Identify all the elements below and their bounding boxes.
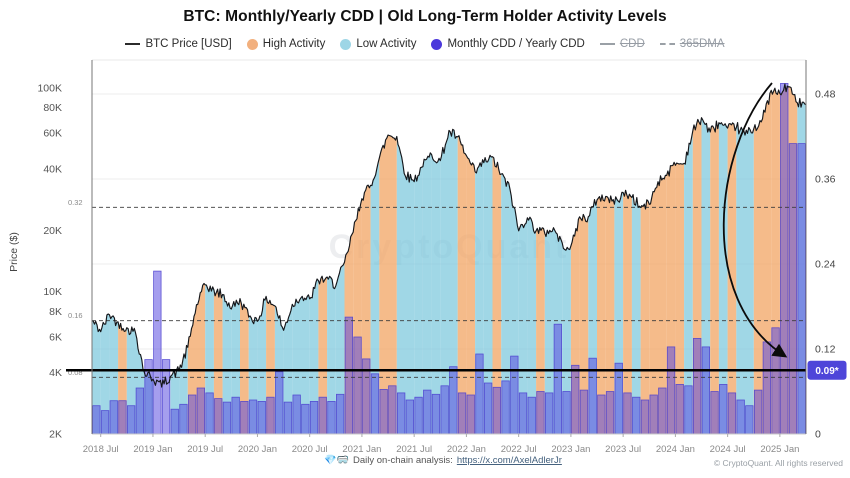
date-tick-label: 2024 Jul — [710, 444, 746, 455]
analysis-link[interactable]: https://x.com/AxelAdlerJr — [456, 455, 562, 466]
legend-item-low-activity[interactable]: Low Activity — [340, 38, 416, 50]
price-tick-label: 2K — [49, 429, 62, 441]
footer-text: Daily on-chain analysis: — [353, 455, 453, 466]
price-tick-label: 8K — [49, 306, 62, 318]
price-tick-label: 4K — [49, 367, 62, 379]
price-tick-label: 80K — [43, 102, 62, 114]
legend-item-btc-price[interactable]: BTC Price [USD] — [125, 38, 232, 50]
legend-label: 365DMA — [679, 38, 725, 50]
price-tick-label: 100K — [37, 83, 62, 95]
current-level-value: 0.09* — [815, 366, 838, 377]
dot-swatch-icon — [246, 38, 258, 50]
price-tick-label: 60K — [43, 128, 62, 140]
x-axis: 2018 Jul 2019 Jan 2019 Jul 2020 Jan 2020 Jul… — [83, 434, 799, 455]
price-tick-label: 10K — [43, 286, 62, 298]
level-label: 0.08 — [68, 368, 83, 377]
date-tick-label: 2021 Jan — [342, 444, 381, 455]
cdd-bars — [92, 83, 806, 435]
current-level-badge: 0.09* — [807, 360, 847, 380]
price-tick-label: 20K — [43, 225, 62, 237]
legend-label: BTC Price [USD] — [145, 38, 232, 50]
legend-label: High Activity — [262, 38, 326, 50]
date-tick-label: 2020 Jan — [238, 444, 277, 455]
legend-item-365dma-disabled[interactable]: 365DMA — [659, 38, 725, 50]
date-tick-label: 2020 Jul — [292, 444, 328, 455]
line-swatch-icon — [125, 42, 141, 46]
left-axis: 100K 80K 60K 40K 20K 10K 8K 6K 4K 2K Price ($) — [8, 83, 62, 441]
legend-item-cdd-disabled[interactable]: CDD — [599, 38, 645, 50]
price-tick-label: 40K — [43, 164, 62, 176]
ratio-tick-label: 0.24 — [815, 259, 836, 271]
legend-item-high-activity[interactable]: High Activity — [246, 38, 326, 50]
date-tick-label: 2021 Jul — [396, 444, 432, 455]
chart-title: BTC: Monthly/Yearly CDD | Old Long-Term … — [183, 8, 667, 25]
ratio-tick-label: 0.48 — [815, 89, 836, 101]
ratio-tick-label: 0.36 — [815, 174, 836, 186]
gem-goggles-icon: 💎🥽 — [324, 455, 350, 466]
dot-swatch-icon — [340, 38, 352, 50]
date-tick-label: 2018 Jul — [83, 444, 119, 455]
btc-price-line — [91, 83, 807, 388]
axes-spines — [91, 59, 807, 435]
reference-levels: 0.32 0.16 0.08 — [68, 198, 806, 378]
date-tick-label: 2022 Jul — [501, 444, 537, 455]
annotation-arrow — [722, 82, 788, 358]
date-tick-label: 2023 Jul — [605, 444, 641, 455]
y-axis-title: Price ($) — [8, 232, 20, 272]
legend-label: Low Activity — [356, 38, 417, 50]
ratio-tick-label: 0.12 — [815, 344, 836, 356]
legend: BTC Price [USD] High Activity Low Activi… — [0, 38, 850, 50]
date-tick-label: 2024 Jan — [656, 444, 695, 455]
price-tick-label: 6K — [49, 331, 62, 343]
date-tick-label: 2023 Jan — [551, 444, 590, 455]
dot-swatch-icon — [431, 38, 443, 50]
legend-item-monthly-cdd[interactable]: Monthly CDD / Yearly CDD — [431, 38, 585, 50]
level-label: 0.16 — [68, 311, 83, 320]
ratio-tick-label: 0 — [815, 429, 821, 441]
legend-label: CDD — [619, 38, 645, 50]
line-swatch-icon — [599, 42, 615, 46]
date-tick-label: 2022 Jan — [447, 444, 486, 455]
date-tick-label: 2019 Jan — [133, 444, 172, 455]
right-axis: 0 0.12 0.24 0.36 0.48 — [815, 89, 836, 441]
copyright-text: © CryptoQuant. All rights reserved — [713, 458, 843, 468]
footer-analysis: 💎🥽 Daily on-chain analysis: https://x.co… — [324, 455, 562, 466]
dashed-line-swatch-icon — [659, 43, 675, 45]
legend-label: Monthly CDD / Yearly CDD — [447, 38, 585, 50]
level-label: 0.32 — [68, 198, 83, 207]
date-tick-label: 2019 Jul — [187, 444, 223, 455]
date-tick-label: 2025 Jan — [760, 444, 799, 455]
